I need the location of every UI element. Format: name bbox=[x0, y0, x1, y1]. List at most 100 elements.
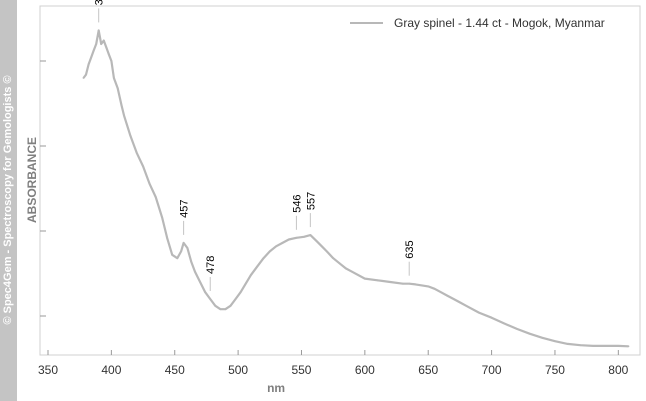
data-point bbox=[389, 281, 392, 283]
data-point bbox=[116, 87, 119, 90]
x-tick-label: 700 bbox=[482, 363, 502, 377]
data-point bbox=[239, 291, 242, 294]
data-point bbox=[262, 257, 265, 260]
peak-label: 557 bbox=[305, 192, 317, 210]
data-point bbox=[142, 165, 145, 168]
data-point bbox=[344, 267, 347, 270]
data-point bbox=[209, 298, 212, 300]
y-axis-ticks bbox=[40, 60, 46, 317]
data-point bbox=[459, 301, 461, 304]
data-point bbox=[303, 235, 305, 238]
data-point bbox=[281, 242, 284, 244]
data-point bbox=[161, 216, 164, 219]
x-tick-label: 550 bbox=[291, 363, 311, 377]
peak-label: 546 bbox=[291, 194, 303, 212]
data-point bbox=[446, 294, 449, 297]
data-point bbox=[592, 345, 594, 347]
series-line bbox=[82, 29, 629, 348]
series-layer bbox=[82, 29, 630, 348]
data-point bbox=[95, 43, 98, 45]
data-point bbox=[90, 56, 92, 59]
x-tick-label: 600 bbox=[355, 363, 375, 377]
data-point bbox=[154, 196, 157, 198]
data-point bbox=[229, 304, 232, 307]
data-point bbox=[433, 287, 436, 290]
data-point bbox=[214, 304, 217, 307]
data-point bbox=[554, 340, 556, 343]
data-point bbox=[541, 336, 544, 339]
data-point bbox=[199, 281, 202, 283]
data-point bbox=[123, 114, 125, 117]
data-point bbox=[309, 234, 312, 237]
data-point bbox=[376, 279, 379, 282]
data-point bbox=[182, 242, 185, 244]
peak-label: 457 bbox=[179, 200, 191, 218]
peak-label: 635 bbox=[404, 240, 416, 258]
data-point bbox=[338, 262, 341, 265]
data-point bbox=[320, 245, 323, 248]
x-tick-label: 650 bbox=[418, 363, 438, 377]
data-point bbox=[452, 298, 455, 300]
data-point bbox=[85, 73, 87, 76]
data-point bbox=[129, 134, 132, 137]
data-point bbox=[190, 260, 193, 263]
data-point bbox=[105, 46, 108, 49]
legend-label: Gray spinel - 1.44 ct - Mogok, Myanmar bbox=[394, 16, 605, 30]
x-tick-label: 400 bbox=[101, 363, 121, 377]
data-point bbox=[295, 236, 298, 239]
peak-label: 478 bbox=[205, 256, 217, 274]
plot-area bbox=[39, 5, 641, 356]
data-point bbox=[107, 53, 110, 56]
data-point bbox=[351, 270, 354, 273]
data-point bbox=[102, 39, 105, 42]
x-tick-label: 450 bbox=[165, 363, 185, 377]
data-point bbox=[503, 322, 506, 325]
data-point bbox=[315, 240, 318, 243]
data-point bbox=[186, 247, 189, 249]
data-point bbox=[148, 182, 151, 185]
peak-label: 390 bbox=[94, 0, 106, 5]
data-point bbox=[204, 291, 207, 294]
data-point bbox=[82, 77, 85, 79]
y-axis-title: ABSORBANCE bbox=[25, 137, 39, 223]
plot-border bbox=[39, 5, 641, 356]
data-point bbox=[97, 29, 100, 32]
data-point bbox=[465, 304, 468, 307]
data-point bbox=[87, 63, 90, 66]
data-point bbox=[325, 250, 328, 253]
data-point bbox=[516, 328, 518, 330]
data-point bbox=[402, 282, 404, 285]
data-point bbox=[617, 345, 620, 347]
data-point bbox=[427, 285, 430, 288]
x-tick-label: 350 bbox=[38, 363, 58, 377]
data-point bbox=[275, 245, 277, 248]
data-point bbox=[110, 60, 113, 62]
data-point bbox=[579, 344, 582, 347]
data-point bbox=[332, 257, 335, 260]
x-tick-label: 800 bbox=[608, 363, 628, 377]
data-point bbox=[414, 283, 417, 286]
data-point bbox=[166, 236, 169, 239]
x-axis-title: nm bbox=[267, 381, 285, 395]
data-point bbox=[287, 238, 290, 241]
data-point bbox=[363, 277, 366, 280]
data-point bbox=[478, 311, 480, 314]
data-point bbox=[421, 284, 423, 287]
data-point bbox=[528, 332, 531, 335]
data-point bbox=[100, 43, 103, 45]
data-point bbox=[256, 265, 258, 268]
x-axis: 350 400 450 500 550 600 650 700 750 800 bbox=[38, 350, 629, 377]
legend: Gray spinel - 1.44 ct - Mogok, Myanmar bbox=[350, 16, 605, 30]
data-point bbox=[604, 345, 607, 347]
data-point bbox=[249, 274, 252, 277]
data-point bbox=[627, 345, 630, 348]
data-point bbox=[490, 316, 493, 319]
data-point bbox=[408, 282, 411, 285]
x-tick-label: 750 bbox=[545, 363, 565, 377]
data-point bbox=[566, 343, 569, 345]
data-point bbox=[176, 257, 179, 260]
data-point bbox=[219, 308, 222, 311]
data-point bbox=[120, 104, 123, 107]
